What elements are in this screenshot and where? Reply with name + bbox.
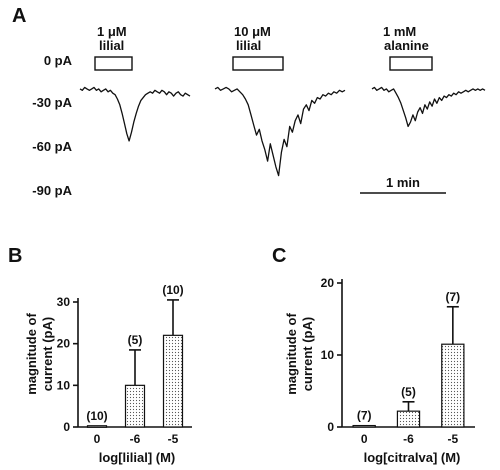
stimulus-bar-3 [389, 56, 433, 71]
n-label: (5) [128, 333, 143, 347]
panel-b-xlabel: log[lilial] (M) [99, 450, 176, 465]
stimulus-bar-2 [232, 56, 284, 71]
panel-c-ylabel-line2: current (pA) [300, 317, 315, 391]
n-label: (7) [357, 409, 372, 423]
x-tick-label: -6 [403, 432, 414, 446]
n-label: (10) [162, 283, 183, 297]
stimulus-label-3-name: alanine [384, 38, 429, 53]
stimulus-bar-1 [94, 56, 133, 71]
bar [352, 424, 376, 428]
y-tick-label: 0 [327, 420, 334, 434]
y-tick-label: 0 [63, 420, 70, 434]
stimulus-label-1-name: lilial [99, 38, 124, 53]
y-tick-label: -30 pA [32, 95, 72, 110]
panel-b-ylabel-line1: magnitude of [24, 313, 39, 395]
bar [124, 384, 146, 428]
stimulus-label-2-name: lilial [236, 38, 261, 53]
x-tick-label: -5 [168, 432, 179, 446]
bar [441, 343, 465, 428]
panel-label-c: C [272, 245, 286, 267]
n-label: (7) [445, 290, 460, 304]
y-tick-label: 20 [321, 276, 335, 290]
stimulus-label-1-conc: 1 μM [97, 24, 127, 39]
stimulus-label-3-conc: 1 mM [383, 24, 416, 39]
y-tick-label: -90 pA [32, 183, 72, 198]
x-tick-label: -6 [130, 432, 141, 446]
y-tick-label: 10 [321, 348, 335, 362]
n-label: (5) [401, 385, 416, 399]
panel-b-bar-chart: 0 10 20 30 (10) 0 (5) -6 (10) -5 [57, 283, 192, 446]
stimulus-label-2-conc: 10 μM [234, 24, 271, 39]
time-scale-label: 1 min [386, 175, 420, 190]
bar [396, 410, 421, 428]
current-trace-1 [79, 86, 191, 142]
panel-c-xlabel: log[citralva] (M) [364, 450, 461, 465]
n-label: (10) [86, 409, 107, 423]
y-tick-label: 30 [57, 295, 71, 309]
panel-b-ylabel-line2: current (pA) [40, 317, 55, 391]
current-trace-3 [371, 86, 486, 128]
panel-c-ylabel-line1: magnitude of [284, 313, 299, 395]
panel-c-bar-chart: 0 10 20 (7) 0 (5) -6 (7) -5 [321, 276, 475, 446]
panel-label-b: B [8, 245, 22, 267]
bar [86, 425, 108, 428]
x-tick-label: 0 [94, 432, 101, 446]
panel-label-a: A [12, 5, 26, 27]
bar [162, 334, 184, 428]
panel-a-traces: 0 pA -30 pA -60 pA -90 pA 1 μM lilial 10… [32, 24, 486, 198]
y-tick-label: 20 [57, 337, 71, 351]
y-tick-label: 10 [57, 378, 71, 392]
x-tick-label: 0 [361, 432, 368, 446]
y-tick-label: 0 pA [44, 53, 73, 68]
y-tick-label: -60 pA [32, 139, 72, 154]
x-tick-label: -5 [447, 432, 458, 446]
current-trace-2 [214, 86, 346, 177]
